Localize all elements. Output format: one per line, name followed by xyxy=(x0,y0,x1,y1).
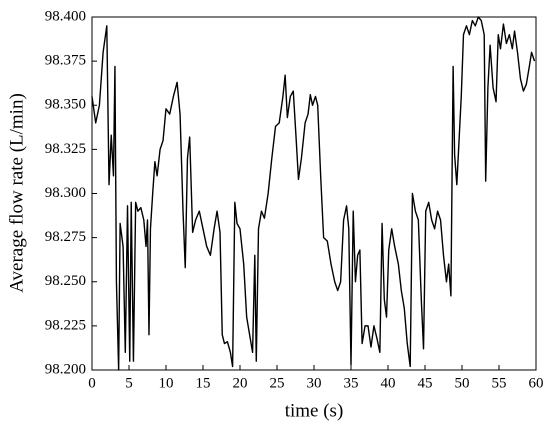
x-tick-label: 20 xyxy=(233,375,248,391)
y-tick-label: 98.325 xyxy=(45,141,86,157)
x-tick-label: 0 xyxy=(88,375,96,391)
x-tick-label: 15 xyxy=(196,375,211,391)
x-tick-label: 35 xyxy=(344,375,359,391)
y-axis-label: Average flow rate (L/min) xyxy=(6,93,27,293)
data-line xyxy=(91,16,536,371)
x-tick-label: 55 xyxy=(492,375,507,391)
y-tick-label: 98.400 xyxy=(45,8,86,24)
x-tick-label: 45 xyxy=(418,375,433,391)
x-tick-label: 25 xyxy=(270,375,285,391)
y-tick-label: 98.300 xyxy=(45,185,86,201)
x-axis-label: time (s) xyxy=(285,400,344,421)
y-tick-label: 98.250 xyxy=(45,273,86,289)
y-tick-label: 98.225 xyxy=(45,317,86,333)
x-tick-label: 10 xyxy=(159,375,174,391)
plot-frame xyxy=(91,16,537,371)
x-tick-label: 5 xyxy=(125,375,133,391)
y-tick-label: 98.375 xyxy=(45,53,86,69)
x-tick-label: 30 xyxy=(307,375,322,391)
y-tick-label: 98.275 xyxy=(45,229,86,245)
y-tick-label: 98.350 xyxy=(45,97,86,113)
x-tick-label: 50 xyxy=(455,375,470,391)
x-tick-label: 40 xyxy=(381,375,396,391)
x-tick-label: 60 xyxy=(529,375,544,391)
y-tick-label: 98.200 xyxy=(45,361,86,377)
